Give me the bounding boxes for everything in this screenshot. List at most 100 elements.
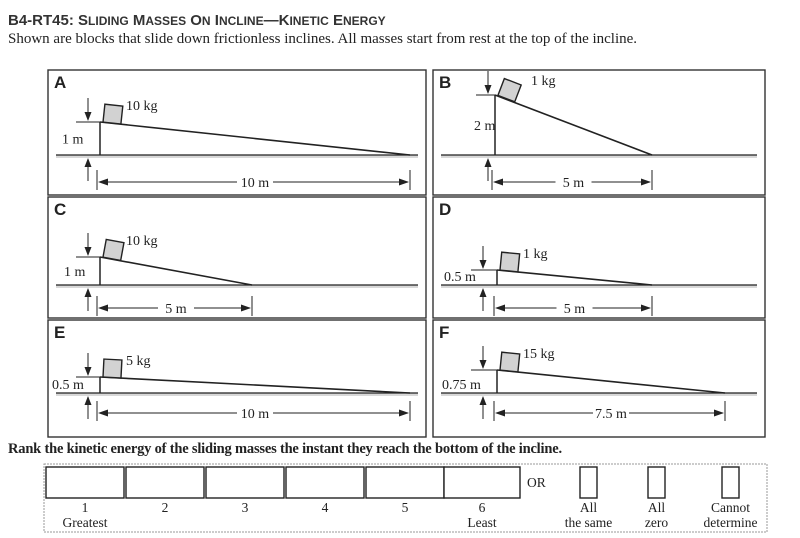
- mass-label: 1 kg: [531, 74, 556, 89]
- block: [102, 103, 124, 125]
- problem-title: SLIDING MASSES ON INCLINE—KINETIC ENERGY: [78, 12, 386, 29]
- block: [102, 238, 125, 262]
- option-label-line2: determine: [704, 515, 758, 530]
- length-label-bg: [237, 174, 273, 190]
- block-square: [499, 351, 521, 373]
- rank-box-2[interactable]: [125, 466, 205, 499]
- length-label-bg: [158, 300, 194, 316]
- panel-border: [432, 319, 766, 438]
- panel-a: A 10 kg 1 m 10 m: [47, 69, 427, 196]
- incline-slope: [496, 369, 726, 394]
- arrowhead: [495, 409, 505, 417]
- ground-shading: [441, 155, 757, 158]
- mass-label: 15 kg: [523, 347, 555, 362]
- panel-b: B 1 kg 2 m 5 m: [432, 69, 766, 196]
- block: [499, 351, 521, 373]
- or-label: OR: [527, 475, 546, 490]
- panel-f: F 15 kg 0.75 m 7.5 m: [432, 319, 766, 438]
- rank-number: 4: [322, 500, 329, 515]
- arrowhead: [484, 85, 492, 94]
- arrowhead: [84, 247, 92, 256]
- rank-number: 2: [162, 500, 169, 515]
- ground-shading: [441, 285, 757, 288]
- option-label-line1: Cannot: [711, 500, 750, 515]
- panel-letter: F: [439, 323, 449, 342]
- rank-box-5[interactable]: [365, 466, 445, 499]
- incline-slope: [99, 256, 253, 286]
- mass-label: 1 kg: [523, 247, 548, 262]
- ground-shading: [441, 393, 757, 396]
- block: [499, 251, 521, 273]
- height-label: 0.75 m: [442, 378, 481, 393]
- rank-sublabel: Least: [467, 515, 496, 530]
- arrowhead: [399, 178, 409, 186]
- panel-letter: B: [439, 73, 451, 92]
- arrowhead: [484, 158, 492, 167]
- rank-box-6[interactable]: [443, 466, 521, 499]
- arrowhead: [84, 112, 92, 121]
- arrowhead: [98, 409, 108, 417]
- arrowhead: [84, 288, 92, 297]
- ranking-border: [43, 463, 768, 533]
- length-label: 10 m: [241, 176, 270, 191]
- block-square: [102, 358, 123, 379]
- arrowhead: [479, 360, 487, 369]
- arrowhead: [84, 158, 92, 167]
- rank-box-1[interactable]: [45, 466, 125, 499]
- length-label-bg: [556, 300, 593, 316]
- panel-letter: A: [54, 73, 66, 92]
- intro-text: Shown are blocks that slide down frictio…: [8, 31, 638, 47]
- arrowhead: [84, 396, 92, 405]
- rank-box-3[interactable]: [205, 466, 285, 499]
- arrowhead: [641, 304, 651, 312]
- question-text: Rank the kinetic energy of the sliding m…: [8, 441, 562, 457]
- panel-d: D 1 kg 0.5 m 5 m: [432, 196, 766, 319]
- arrowhead: [641, 178, 651, 186]
- option-box[interactable]: [579, 466, 598, 499]
- panel-border: [47, 196, 427, 319]
- arrowhead: [241, 304, 251, 312]
- block: [102, 358, 123, 379]
- length-label-bg: [593, 405, 629, 421]
- block: [497, 77, 523, 103]
- length-label-bg: [237, 405, 273, 421]
- option-label-line1: All: [648, 500, 666, 515]
- arrowhead: [495, 304, 505, 312]
- arrowhead: [714, 409, 724, 417]
- rank-number: 1: [82, 500, 89, 515]
- panel-border: [47, 319, 427, 438]
- option-box[interactable]: [647, 466, 666, 499]
- problem-code: B4-RT45:: [8, 12, 74, 29]
- rank-number: 3: [242, 500, 249, 515]
- rank-number: 5: [402, 500, 409, 515]
- height-label: 0.5 m: [52, 378, 84, 393]
- option-label-line1: All: [580, 500, 598, 515]
- length-label: 7.5 m: [595, 407, 627, 422]
- mass-label: 10 kg: [126, 99, 158, 114]
- worksheet-title: B4-RT45: SLIDING MASSES ON INCLINE—KINET…: [8, 12, 386, 29]
- mass-label: 10 kg: [126, 234, 158, 249]
- panel-c: C 10 kg 1 m 5 m: [47, 196, 427, 319]
- incline-slope: [494, 94, 653, 156]
- height-label: 1 m: [64, 265, 86, 280]
- rank-number: 6: [479, 500, 486, 515]
- panel-letter: D: [439, 200, 451, 219]
- block-square: [499, 251, 521, 273]
- height-label: 1 m: [62, 133, 84, 148]
- arrowhead: [84, 367, 92, 376]
- rank-box-4[interactable]: [285, 466, 365, 499]
- ground-shading: [56, 155, 418, 158]
- block-square: [102, 103, 124, 125]
- ground-shading: [56, 393, 418, 396]
- panel-border: [47, 69, 427, 196]
- rank-sublabel: Greatest: [63, 515, 108, 530]
- ground-shading: [56, 285, 418, 288]
- option-label-line2: zero: [645, 515, 668, 530]
- arrowhead: [98, 304, 108, 312]
- length-label: 5 m: [564, 302, 586, 317]
- block-square: [497, 77, 523, 103]
- option-box[interactable]: [721, 466, 740, 499]
- length-label: 10 m: [241, 407, 270, 422]
- height-label: 0.5 m: [444, 270, 476, 285]
